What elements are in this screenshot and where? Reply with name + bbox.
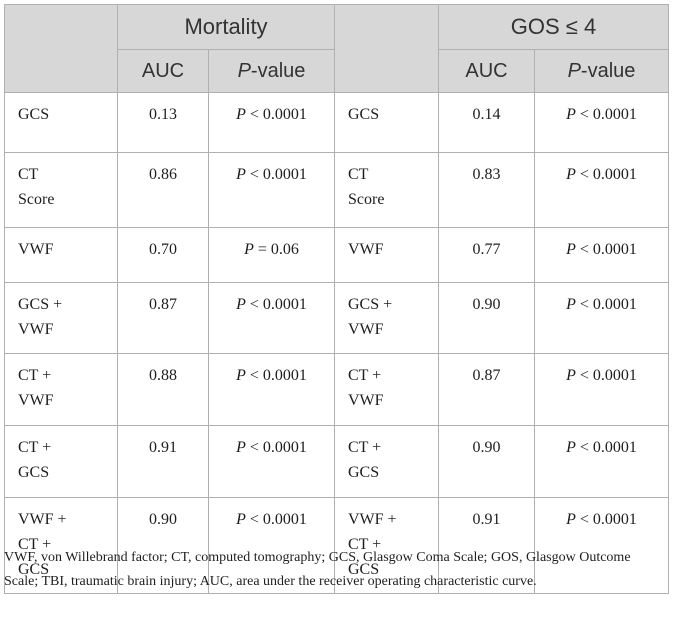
p-value-right: P < 0.0001: [534, 282, 669, 354]
p-symbol: P: [236, 511, 246, 528]
p-symbol: P: [566, 106, 576, 123]
p-symbol: P: [244, 241, 254, 258]
header-pvalue-right: P-value: [534, 49, 669, 93]
header-row-columns: AUC P-value AUC P-value: [5, 49, 669, 93]
p-value-left: P < 0.0001: [208, 92, 335, 153]
table-row: VWF 0.70 P = 0.06 VWF 0.77 P < 0.0001: [4, 227, 669, 283]
header-mortality: Mortality: [117, 4, 335, 50]
auc-table: Mortality GOS ≤ 4 AUC P-value AUC P-valu…: [4, 4, 669, 594]
header-p-suffix: -value: [580, 59, 636, 82]
auc-value-left: 0.13: [117, 92, 209, 153]
row-label-left: CT + GCS: [4, 425, 118, 498]
header-p-italic: P: [567, 59, 581, 82]
table-row: CT + GCS 0.91 P < 0.0001 CT + GCS 0.90 P < 0.…: [4, 425, 669, 498]
header-pvalue-left: P-value: [208, 49, 335, 93]
p-value-right: P < 0.0001: [534, 425, 669, 498]
p-comparison: < 0.0001: [249, 439, 307, 456]
p-value-right: P < 0.0001: [534, 92, 669, 153]
row-label-right: VWF + CT + GCS: [334, 497, 439, 594]
auc-value-left: 0.70: [117, 227, 209, 283]
p-value-left: P = 0.06: [208, 227, 335, 283]
header-row-groups: Mortality GOS ≤ 4: [4, 4, 669, 93]
header-auc-right: AUC: [438, 49, 535, 93]
p-symbol: P: [236, 106, 246, 123]
header-p-italic: P: [237, 59, 251, 82]
p-comparison: < 0.0001: [579, 439, 637, 456]
table-row: CT + VWF 0.88 P < 0.0001 CT + VWF 0.87 P < 0.…: [4, 353, 669, 426]
row-label-left: CT Score: [4, 152, 118, 228]
p-symbol: P: [566, 166, 576, 183]
table-row: GCS + VWF 0.87 P < 0.0001 GCS + VWF 0.90 P < …: [4, 282, 669, 354]
table-row: GCS 0.13 P < 0.0001 GCS 0.14 P < 0.0001: [4, 92, 669, 153]
p-comparison: < 0.0001: [579, 296, 637, 313]
row-label-right: CT Score: [334, 152, 439, 228]
p-comparison: < 0.0001: [249, 511, 307, 528]
p-value-right: P < 0.0001: [534, 152, 669, 228]
header-empty-cell: [334, 4, 439, 93]
header-empty-cell: [4, 4, 118, 93]
row-label-right: GCS + VWF: [334, 282, 439, 354]
table-row: CT Score 0.86 P < 0.0001 CT Score 0.83 P < 0.…: [4, 152, 669, 228]
header-auc-left: AUC: [117, 49, 209, 93]
table-footnote: VWF, von Willebrand factor; CT, computed…: [4, 550, 631, 589]
p-comparison: < 0.0001: [579, 106, 637, 123]
p-symbol: P: [566, 511, 576, 528]
p-symbol: P: [236, 166, 246, 183]
auc-value-left: 0.86: [117, 152, 209, 228]
p-symbol: P: [566, 241, 576, 258]
p-comparison: < 0.0001: [579, 241, 637, 258]
p-value-left: P < 0.0001: [208, 353, 335, 426]
p-comparison: < 0.0001: [579, 511, 637, 528]
auc-value-left: 0.88: [117, 353, 209, 426]
auc-value-right: 0.90: [438, 282, 535, 354]
header-gos: GOS ≤ 4: [438, 4, 669, 50]
p-comparison: < 0.0001: [579, 367, 637, 384]
auc-value-right: 0.91: [438, 497, 535, 594]
row-label-right: VWF: [334, 227, 439, 283]
p-symbol: P: [566, 367, 576, 384]
p-value-right: P < 0.0001: [534, 497, 669, 594]
row-label-left: GCS: [4, 92, 118, 153]
auc-value-right: 0.87: [438, 353, 535, 426]
auc-value-right: 0.90: [438, 425, 535, 498]
p-comparison: < 0.0001: [249, 367, 307, 384]
p-comparison: < 0.0001: [249, 106, 307, 123]
p-value-left: P < 0.0001: [208, 425, 335, 498]
p-value-left: P < 0.0001: [208, 497, 335, 594]
p-symbol: P: [236, 367, 246, 384]
auc-value-right: 0.14: [438, 92, 535, 153]
row-label-right: CT + GCS: [334, 425, 439, 498]
p-symbol: P: [566, 296, 576, 313]
auc-value-right: 0.77: [438, 227, 535, 283]
p-symbol: P: [566, 439, 576, 456]
auc-value-left: 0.90: [117, 497, 209, 594]
p-symbol: P: [236, 439, 246, 456]
p-value-left: P < 0.0001: [208, 282, 335, 354]
row-label-left: GCS + VWF: [4, 282, 118, 354]
row-label-left: VWF: [4, 227, 118, 283]
row-label-right: CT + VWF: [334, 353, 439, 426]
table-row: VWF + CT + GCS 0.90 P < 0.0001 VWF + CT + G…: [4, 497, 669, 594]
p-comparison: < 0.0001: [249, 296, 307, 313]
p-value-right: P < 0.0001: [534, 227, 669, 283]
p-symbol: P: [236, 296, 246, 313]
header-p-suffix: -value: [250, 59, 306, 82]
row-label-right: GCS: [334, 92, 439, 153]
auc-value-left: 0.87: [117, 282, 209, 354]
p-value-right: P < 0.0001: [534, 353, 669, 426]
p-value-left: P < 0.0001: [208, 152, 335, 228]
p-comparison: < 0.0001: [579, 166, 637, 183]
row-label-left: CT + VWF: [4, 353, 118, 426]
p-comparison: < 0.0001: [249, 166, 307, 183]
auc-value-left: 0.91: [117, 425, 209, 498]
p-comparison: = 0.06: [257, 241, 299, 258]
auc-value-right: 0.83: [438, 152, 535, 228]
row-label-left: VWF + CT + GCS: [4, 497, 118, 594]
